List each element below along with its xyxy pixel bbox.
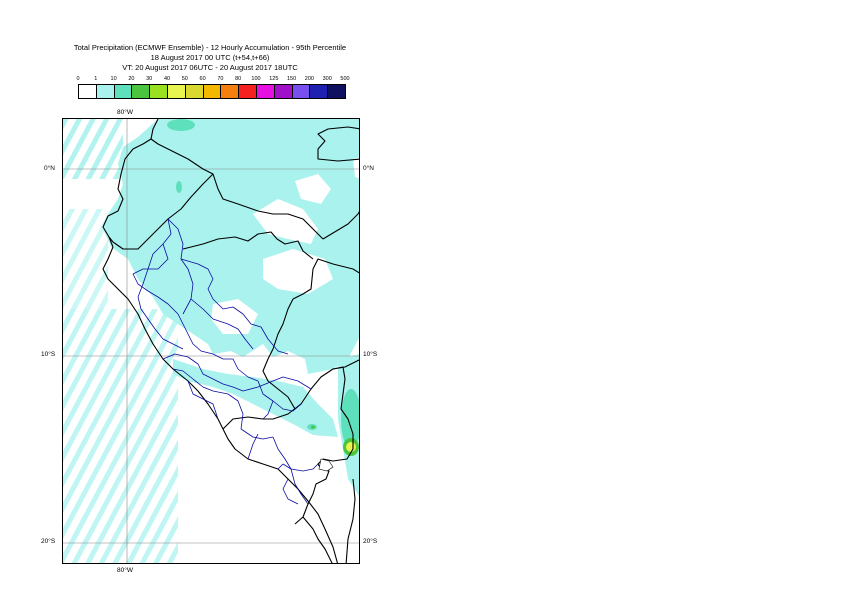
map-valid-time: VT: 20 August 2017 06UTC - 20 August 201… [122,63,298,72]
legend-label: 30 [146,76,153,82]
legend-swatch [273,84,293,99]
lat-label-right-0: 0°N [363,165,374,172]
legend-swatch [238,84,257,99]
lat-label-left-20: 20°S [41,538,56,545]
lat-label-right-10: 10°S [363,351,378,358]
legend-label: 200 [304,76,314,82]
lat-label-left-10: 10°S [41,351,56,358]
lon-label-bottom: 80°W [117,567,133,574]
legend-label: 20 [128,76,135,82]
legend-label: 125 [269,76,279,82]
legend-label: 0 [76,76,80,82]
legend-label: 80 [235,76,242,82]
legend-label: 500 [340,76,350,82]
legend-label: 40 [163,76,171,82]
lakes [318,458,334,472]
legend-label: 50 [181,76,188,82]
country-borders [102,119,359,563]
legend-swatch [309,84,329,99]
map-title: Total Precipitation (ECMWF Ensemble) - 1… [73,43,347,52]
legend-swatch [149,84,168,99]
legend-label: 1 [94,76,98,82]
legend-swatch [291,84,311,99]
map-run-time: 18 August 2017 00 UTC (t+54,t+66) [150,53,270,62]
land-precip-area [103,119,359,496]
legend-label: 10 [110,76,117,82]
region-borders [132,218,319,505]
legend-swatch [167,84,186,99]
legend-swatch [256,84,275,99]
legend-swatch [184,84,204,99]
ocean-precip-streaks [63,119,178,563]
legend-swatch [95,84,115,99]
legend-swatch [220,84,240,99]
legend-label: 100 [251,76,261,82]
legend-label: 150 [287,76,297,82]
map-svg [63,119,359,563]
graticule [63,119,359,563]
legend-label: 300 [322,76,332,82]
lat-label-right-20: 20°S [363,538,378,545]
legend-swatch [78,84,97,99]
lon-label-top: 80°W [117,109,133,116]
legend-swatch [327,84,346,99]
heavy-precip-spots [167,119,359,456]
precipitation-map [62,118,360,564]
legend-swatch [131,84,151,99]
legend-swatch [202,84,222,99]
legend-label: 60 [199,76,206,82]
legend-label: 70 [217,76,224,82]
legend-swatch [113,84,133,99]
lat-label-left-0: 0°N [44,165,55,172]
